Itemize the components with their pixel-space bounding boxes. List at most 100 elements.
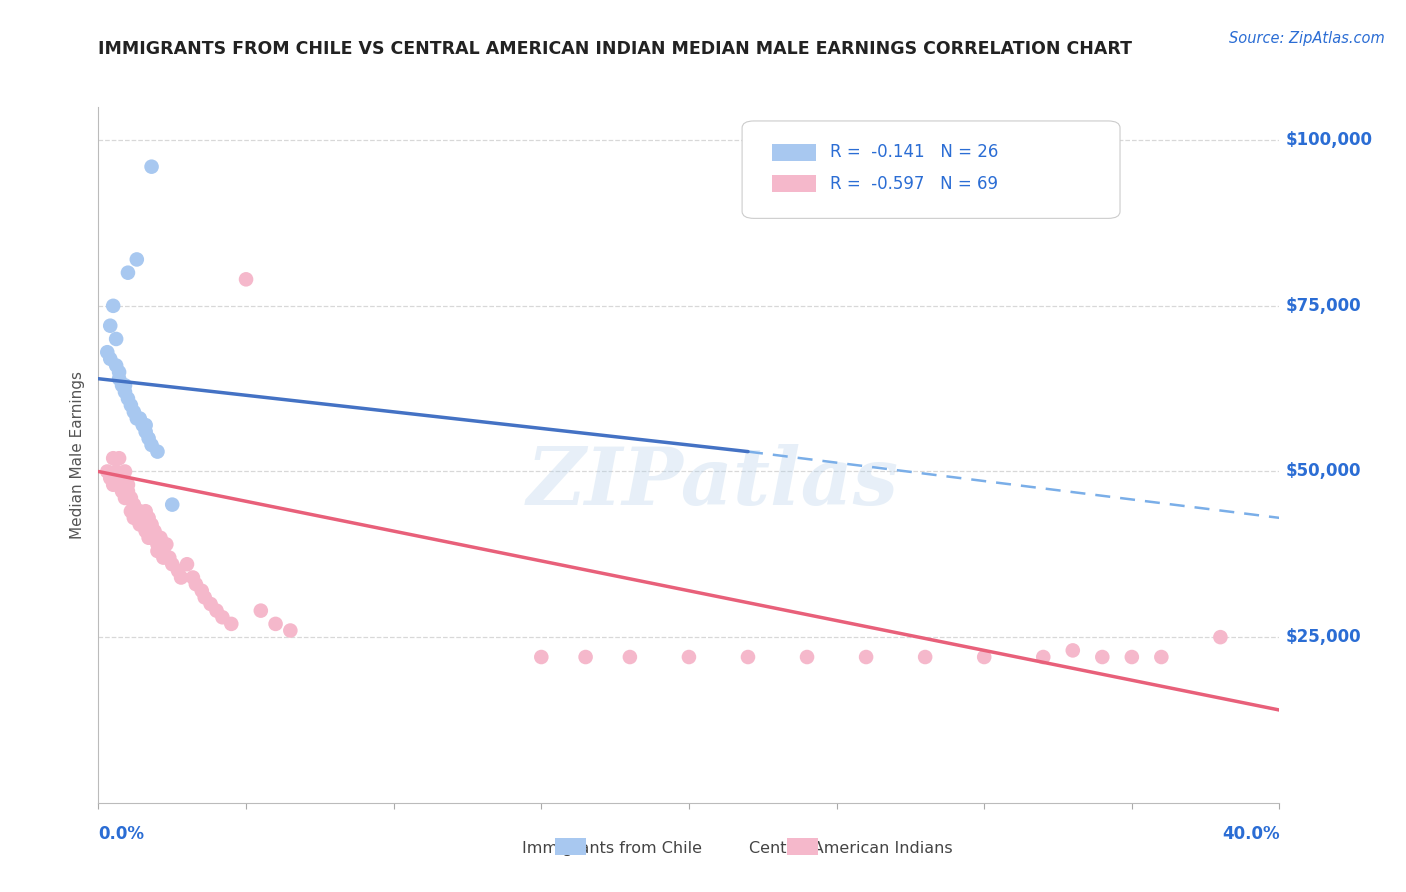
Text: $25,000: $25,000 (1285, 628, 1361, 646)
Point (1121, 650, 1143, 665)
Point (117, 477, 139, 491)
Point (108, 372, 131, 386)
Point (141, 517, 163, 532)
Point (114, 384, 136, 399)
Point (574, 650, 596, 665)
Point (149, 537, 172, 551)
Point (135, 504, 157, 518)
Point (162, 498, 183, 512)
Bar (772, 175, 815, 193)
Text: Source: ZipAtlas.com: Source: ZipAtlas.com (1229, 31, 1385, 46)
Point (125, 411, 148, 425)
Point (170, 570, 193, 584)
Point (132, 418, 155, 433)
Point (146, 544, 169, 558)
Point (973, 650, 995, 665)
Point (96, 465, 118, 479)
Point (141, 160, 163, 174)
Point (105, 465, 128, 479)
Point (98, 471, 121, 485)
Point (219, 616, 242, 631)
Point (167, 564, 190, 578)
Point (122, 405, 145, 419)
Text: Central American Indians: Central American Indians (749, 841, 952, 856)
Point (132, 511, 155, 525)
Point (737, 650, 759, 665)
Point (678, 650, 700, 665)
Point (250, 604, 273, 618)
Text: $75,000: $75,000 (1285, 297, 1361, 315)
Point (1209, 630, 1232, 644)
Point (855, 650, 877, 665)
Point (141, 438, 163, 452)
Point (211, 610, 233, 624)
Point (103, 451, 125, 466)
Point (114, 465, 136, 479)
Point (128, 411, 150, 425)
Point (105, 332, 128, 346)
Point (191, 583, 214, 598)
Text: ZIPatlas: ZIPatlas (526, 444, 898, 522)
Point (264, 616, 287, 631)
Point (143, 524, 166, 538)
Point (117, 484, 139, 499)
Point (176, 558, 198, 572)
Point (146, 444, 169, 458)
Point (120, 504, 142, 518)
Point (1150, 650, 1173, 665)
Point (138, 531, 160, 545)
Point (125, 252, 148, 267)
Point (200, 597, 222, 611)
Point (619, 650, 641, 665)
Point (1091, 650, 1114, 665)
Point (155, 537, 177, 551)
Point (98, 351, 121, 366)
Point (138, 431, 160, 445)
Point (157, 550, 180, 565)
Point (278, 624, 302, 638)
Point (108, 451, 131, 466)
Point (194, 591, 217, 605)
Point (122, 511, 145, 525)
Point (96, 345, 118, 359)
Point (108, 477, 131, 491)
Text: 0.0%: 0.0% (98, 825, 145, 843)
Text: R =  -0.597   N = 69: R = -0.597 N = 69 (830, 175, 998, 193)
Point (103, 299, 125, 313)
Point (98, 318, 121, 333)
Point (120, 398, 142, 412)
Point (1062, 643, 1084, 657)
Point (108, 365, 131, 379)
Point (914, 650, 936, 665)
Point (114, 378, 136, 392)
Text: Immigrants from Chile: Immigrants from Chile (522, 841, 702, 856)
Text: R =  -0.141   N = 26: R = -0.141 N = 26 (830, 144, 998, 161)
Point (530, 650, 553, 665)
Point (122, 498, 145, 512)
Point (149, 531, 172, 545)
Point (152, 544, 174, 558)
Point (111, 471, 134, 485)
Point (162, 558, 183, 572)
Point (111, 484, 134, 499)
Point (138, 511, 160, 525)
Y-axis label: Median Male Earnings: Median Male Earnings (70, 371, 86, 539)
Point (135, 524, 157, 538)
Text: $100,000: $100,000 (1285, 131, 1372, 149)
Point (205, 604, 228, 618)
Point (152, 550, 174, 565)
Point (111, 378, 134, 392)
Point (114, 491, 136, 505)
Point (125, 511, 148, 525)
FancyBboxPatch shape (742, 121, 1121, 219)
Point (141, 531, 163, 545)
Bar (772, 144, 815, 161)
Point (235, 272, 257, 286)
Point (135, 425, 157, 439)
Point (1032, 650, 1054, 665)
Point (125, 504, 148, 518)
Point (796, 650, 818, 665)
Point (117, 392, 139, 406)
Point (128, 517, 150, 532)
Point (135, 418, 157, 433)
